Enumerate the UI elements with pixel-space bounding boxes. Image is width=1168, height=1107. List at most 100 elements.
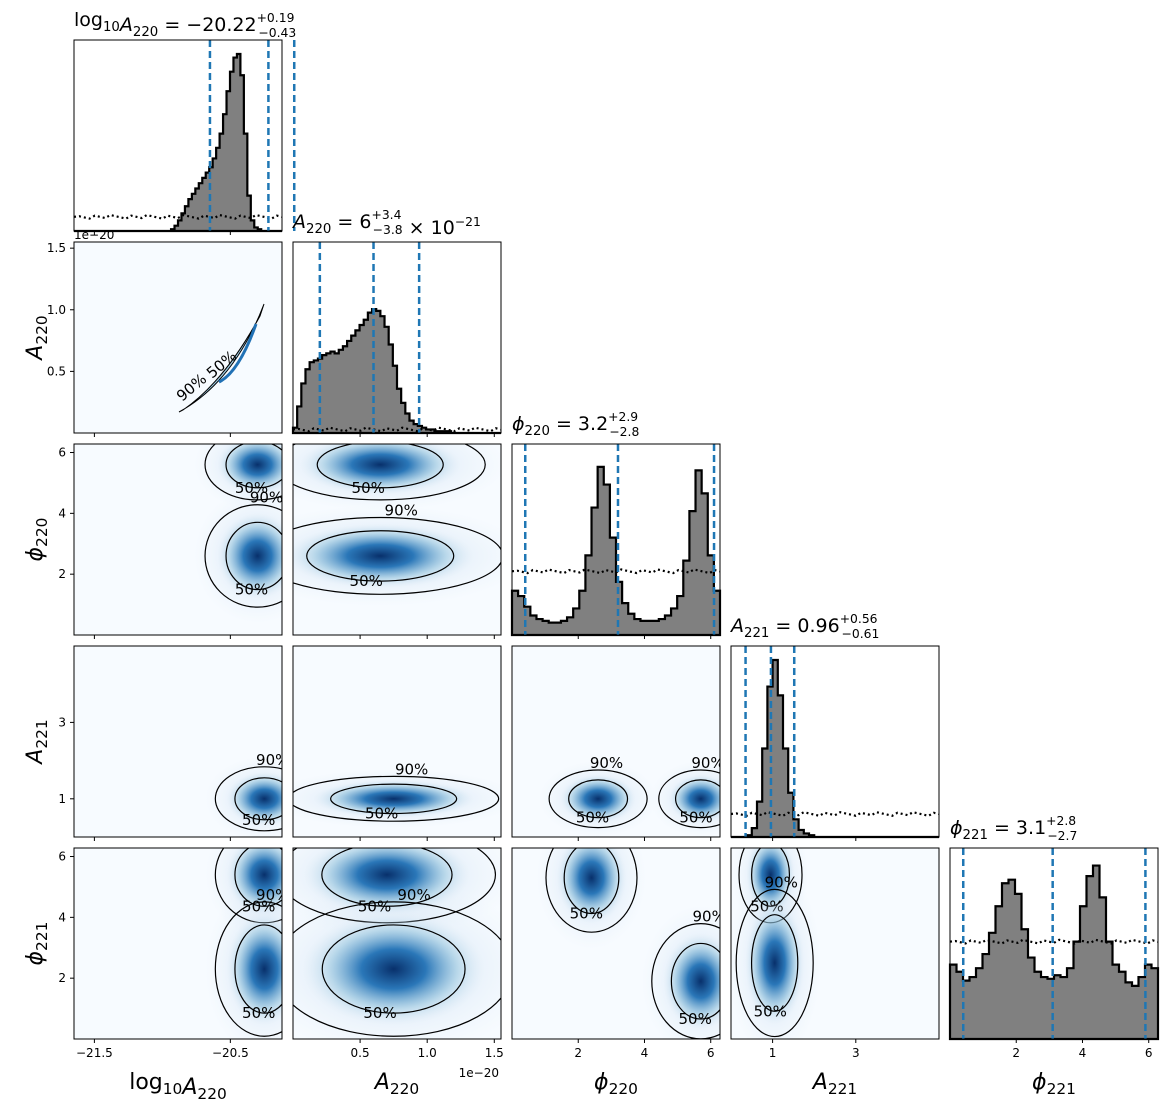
prior-A221 [730, 811, 940, 817]
y-tick-label: 1.0 [47, 303, 66, 317]
x-tick-label: 0.5 [351, 1046, 370, 1060]
x-tick-label: 4 [641, 1046, 649, 1060]
density-panel-A220-phi220: 50%90%50%90% [292, 443, 502, 636]
panel-frame [73, 847, 283, 1040]
density-peak [301, 912, 486, 1026]
panel-frame [73, 241, 283, 434]
x-tick-label: −21.5 [76, 1046, 113, 1060]
contour-90 [735, 888, 814, 1038]
y-tick-label: 1.5 [47, 241, 66, 255]
density-panel-log10A220-A221: 50% 90% [73, 645, 289, 838]
panel-frame [511, 847, 721, 1040]
contour-50 [674, 779, 720, 819]
y-offset-label: 1e−20 [74, 228, 114, 242]
panel-frame [73, 443, 283, 636]
histogram-phi220 [510, 465, 722, 637]
density-panel-A221-phi221: 50%90%50%90% [730, 847, 940, 1040]
panel-frame [730, 847, 940, 1040]
contour-90 [293, 901, 501, 1037]
y-tick-label: 2 [58, 971, 66, 985]
panel-title-phi221: ϕ221 = 3.1+2.8 −2.7 [950, 814, 1077, 843]
contour-label-50: 50% [576, 809, 609, 827]
contour-label-50: 50% [679, 809, 712, 827]
contour-label-50: 50% [350, 572, 383, 590]
y-tick-label: 3 [58, 715, 66, 729]
panel-title-log10A220: log10A220 = −20.22+0.19 −0.43 [74, 9, 296, 40]
panel-title-phi220: ϕ220 = 3.2+2.9 −2.8 [512, 410, 639, 439]
contour-90 [545, 848, 638, 933]
x-axis-label-phi221: ϕ221 [1032, 1070, 1076, 1098]
density-panel-log10A220-phi220: 50%90%50%90% [73, 443, 283, 636]
panel-frame [73, 645, 283, 838]
density-panel-log10A220-phi221: 50%90%50%90% [73, 847, 283, 1040]
x-tick-label: 1.5 [485, 1046, 504, 1060]
contour-90 [214, 901, 282, 1037]
contour-label-50: 50% [570, 905, 603, 923]
contour-label-90: 90% [590, 754, 623, 772]
y-axis-label-A220: A220 [23, 315, 51, 361]
contour-50 [670, 942, 720, 1020]
contour-50 [316, 444, 444, 489]
contour-label-90: 90% [256, 751, 289, 769]
x-tick-label: 2 [1012, 1046, 1020, 1060]
contour-90 [178, 303, 265, 413]
density-peak [226, 848, 282, 916]
contour-50 [234, 924, 282, 1014]
x-axis-label-phi220: ϕ220 [594, 1070, 638, 1098]
x-tick-label: 3 [852, 1046, 860, 1060]
contour-50 [225, 521, 282, 591]
contour-90 [293, 775, 500, 822]
y-axis-label-phi220: ϕ220 [23, 518, 51, 562]
density-peak [744, 900, 805, 1026]
contour-50 [234, 848, 282, 907]
density-panel-phi220-A221: 50% 90% 50% 90% [511, 645, 721, 838]
density-peak [217, 444, 282, 495]
contour-label-50: 50% [242, 811, 275, 829]
contour-90 [214, 766, 282, 832]
contour-90 [658, 769, 720, 829]
contour-90 [204, 504, 282, 608]
hist-panel-frame [949, 847, 1159, 1040]
contour-50 [225, 444, 282, 489]
contour-50 [568, 779, 629, 819]
hist-panel-A220: A220 = 6+3.4 −3.8 × 10−21 [291, 208, 502, 435]
contour-label-50: 50% [352, 479, 385, 497]
hist-panel-frame [730, 645, 940, 838]
x-axis-label-A220: A220 [373, 1070, 419, 1098]
histogram-phi221 [948, 864, 1160, 1041]
contour-90 [293, 516, 501, 595]
x-tick-label: 6 [1145, 1046, 1153, 1060]
prior-A220 [292, 426, 502, 433]
panel-frame [292, 443, 502, 636]
hist-panel-phi221: ϕ221 = 3.1+2.8 −2.7 [948, 814, 1160, 1041]
y-axis-A221: 1 3 A221 [23, 715, 74, 806]
density-peak [312, 779, 475, 818]
x-axis-A221: 1 3 A221 [769, 837, 860, 1098]
density-peak [293, 523, 475, 589]
density-panel-A220-A221: 50% 90% [292, 645, 502, 838]
y-tick-label: 4 [58, 506, 66, 520]
y-axis-A220: 0.5 1.0 1.5 A220 1e−20 [23, 228, 114, 378]
y-tick-label: 4 [58, 910, 66, 924]
contour-label-90: 90% [385, 502, 418, 520]
hist-panel-log10A220: log10A220 = −20.22+0.19 −0.43 [73, 9, 296, 233]
y-tick-label: 2 [58, 567, 66, 581]
contour-label-50: 50% [363, 1004, 396, 1022]
prior-phi220 [511, 568, 721, 575]
y-tick-label: 6 [58, 850, 66, 864]
density-peak [560, 774, 636, 824]
x-tick-label: −20.5 [212, 1046, 249, 1060]
panel-frame [292, 847, 502, 1040]
contour-label-50: 50% [235, 581, 268, 599]
contour-label-50: 50% [679, 1010, 712, 1028]
density-panel-A220-phi221: 50%90%50%90% [292, 847, 502, 1040]
contour-label-50: 50% [365, 805, 398, 823]
contour-label-90: 90% [693, 908, 726, 926]
contour-label-90: 90% [250, 489, 283, 507]
density-peak [663, 932, 720, 1030]
x-axis-A220: 0.5 1.0 1.5 A220 1e−20 [351, 433, 504, 1098]
density-panel-log10A220-A220: 90%50% [73, 241, 283, 434]
density-peak [226, 912, 282, 1026]
prior-phi221 [949, 938, 1159, 945]
